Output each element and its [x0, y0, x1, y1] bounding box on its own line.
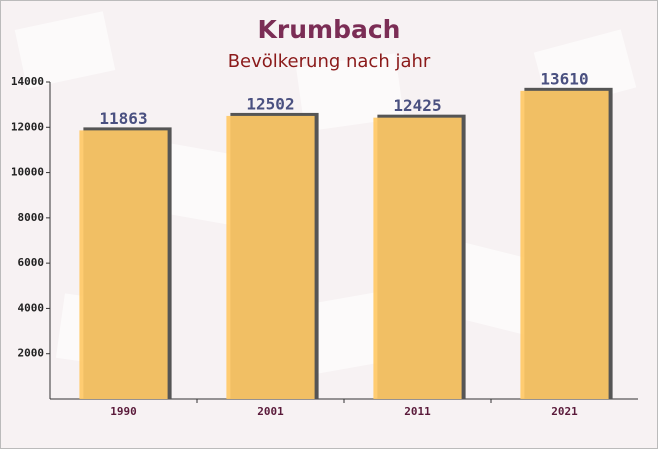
- bar: [520, 90, 609, 399]
- value-label: 11863: [99, 109, 147, 128]
- bar: [373, 117, 462, 399]
- y-tick-label: 12000: [11, 120, 44, 133]
- y-tick-label: 2000: [18, 347, 45, 360]
- y-tick-label: 8000: [18, 211, 45, 224]
- y-tick-label: 4000: [18, 301, 45, 314]
- y-tick-label: 10000: [11, 166, 44, 179]
- bar: [226, 115, 315, 399]
- bar: [79, 130, 168, 399]
- x-tick-label: 2021: [551, 405, 578, 418]
- value-label: 13610: [540, 69, 588, 88]
- value-label: 12502: [246, 94, 294, 113]
- chart-subtitle: Bevölkerung nach jahr: [228, 51, 431, 72]
- y-tick-label: 14000: [11, 75, 44, 88]
- x-tick-label: 1990: [110, 405, 137, 418]
- y-tick-label: 6000: [18, 256, 45, 269]
- x-tick-label: 2001: [257, 405, 284, 418]
- x-tick-label: 2011: [404, 405, 431, 418]
- value-label: 12425: [393, 96, 441, 115]
- chart-title: Krumbach: [258, 15, 401, 44]
